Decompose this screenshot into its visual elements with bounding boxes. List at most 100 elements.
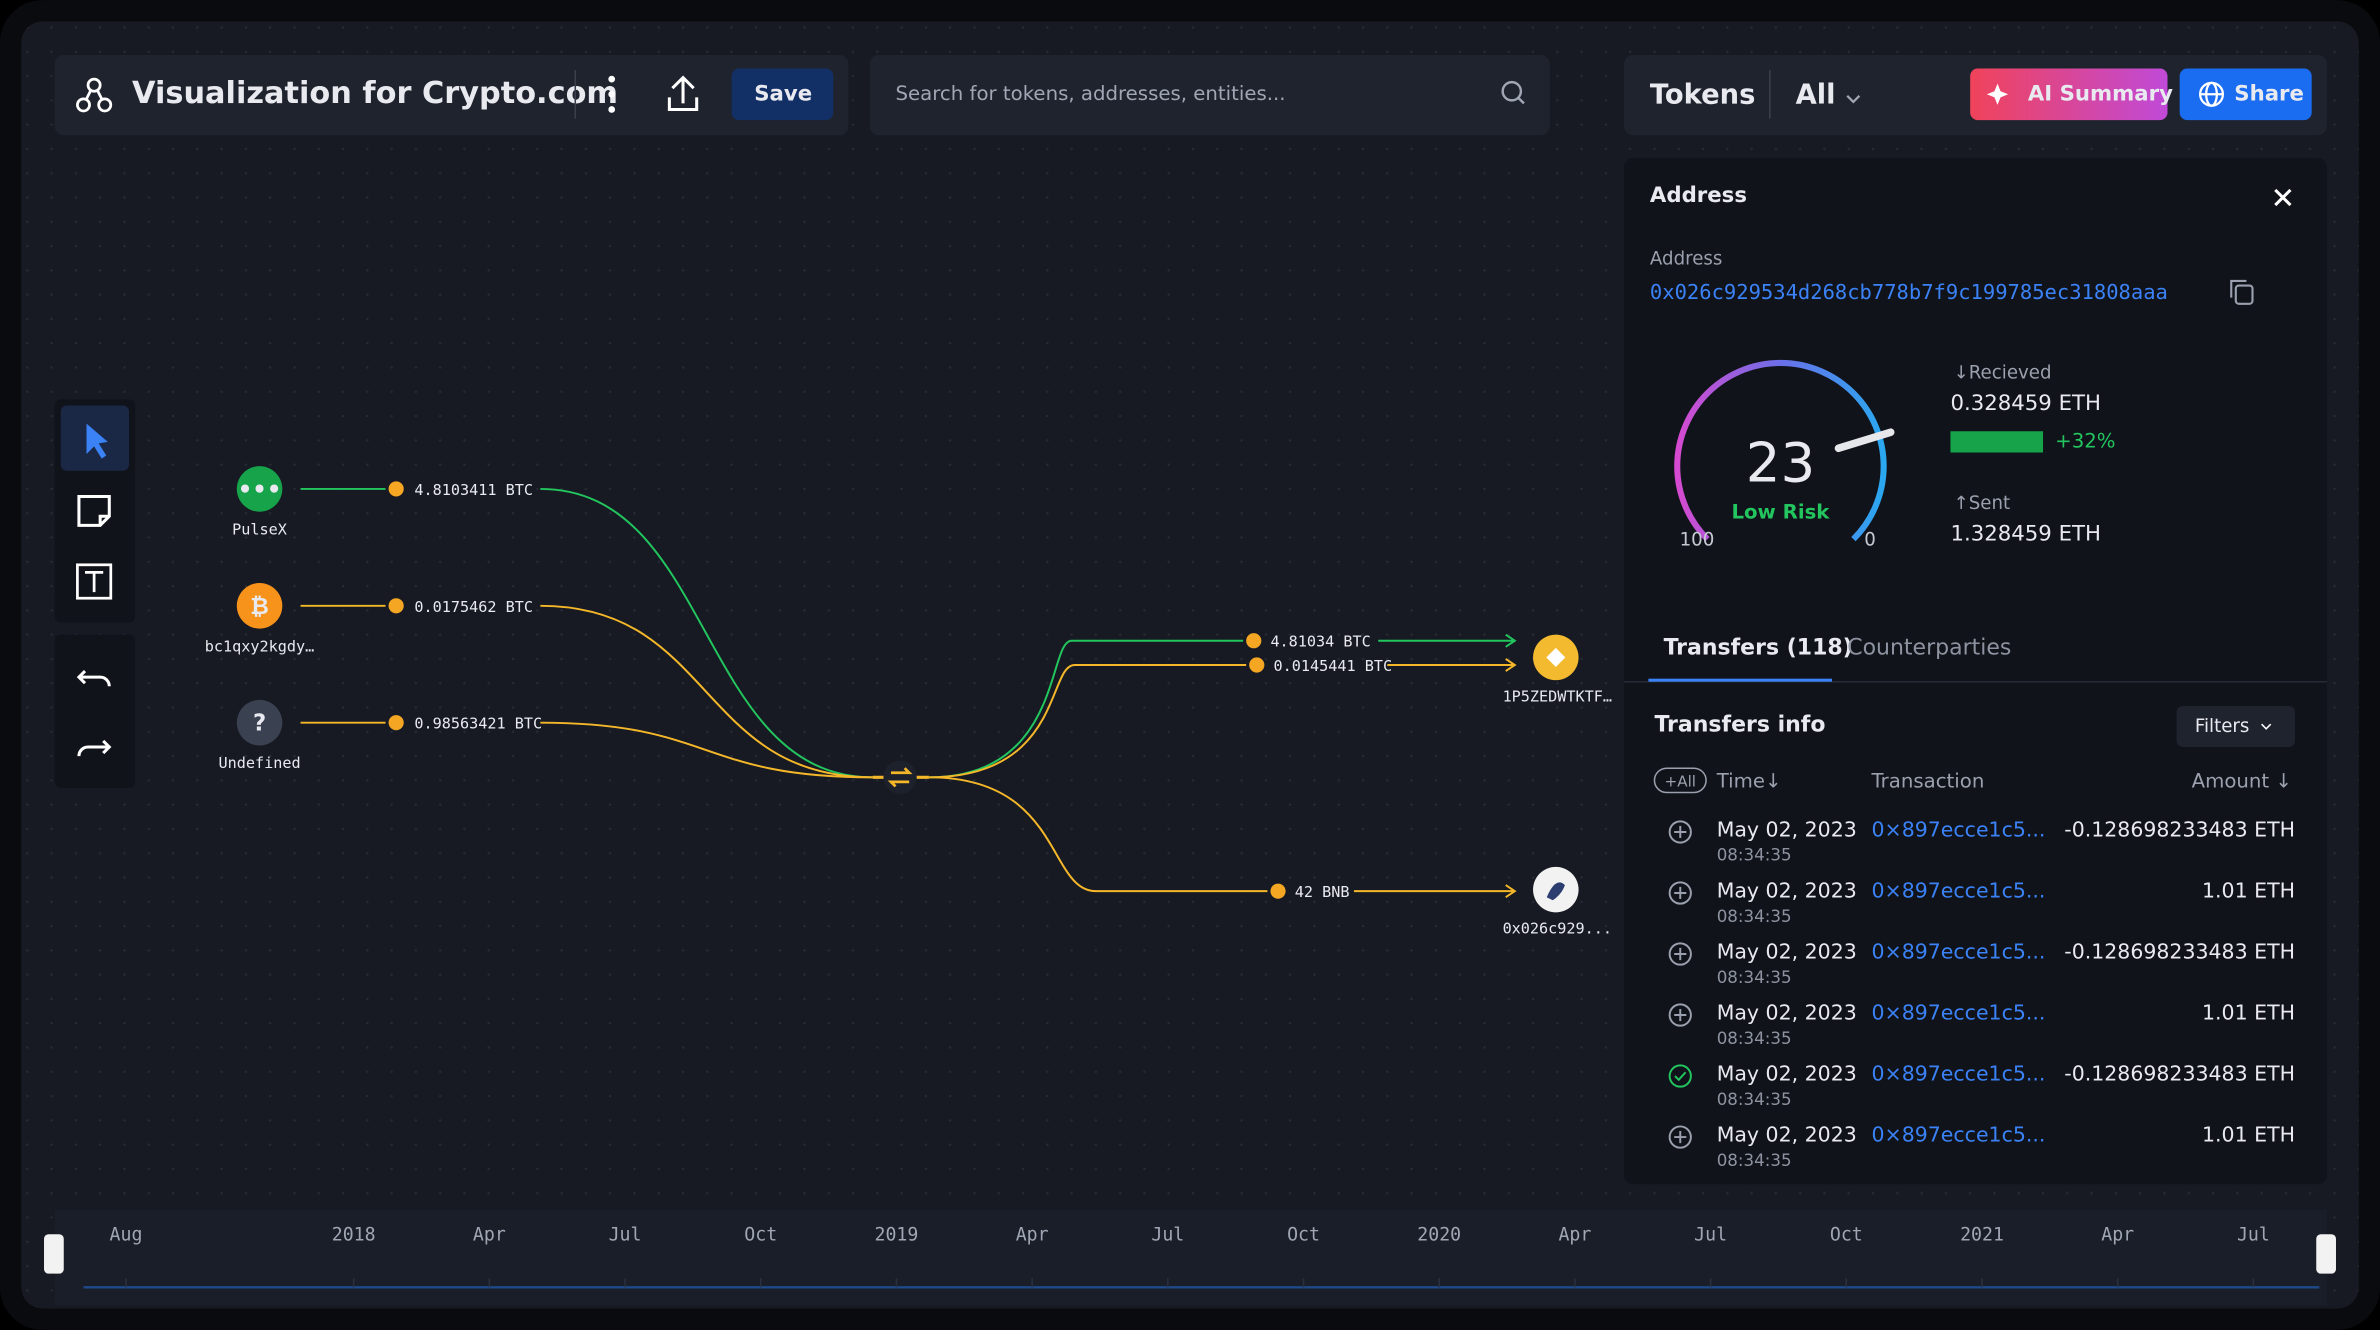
gauge-arc xyxy=(1674,359,1887,542)
row-status[interactable] xyxy=(1668,1125,1692,1149)
section-title: Transfers info xyxy=(1654,713,1825,738)
swap-icon xyxy=(887,767,913,788)
coin-icon xyxy=(1270,883,1286,899)
node-glyph: ••• xyxy=(238,477,282,503)
row-time: 08:34:35 xyxy=(1717,907,1792,926)
filters-button[interactable] xyxy=(2176,705,2295,747)
address-panel xyxy=(1624,158,2327,1185)
node-glyph xyxy=(1544,645,1568,670)
row-time: 08:34:35 xyxy=(1717,1151,1792,1170)
gauge-max: 0 xyxy=(1864,530,1876,551)
row-transaction[interactable]: 0×897ecce1c5... xyxy=(1872,878,2046,902)
node-label: PulseX xyxy=(232,520,287,538)
source-node[interactable] xyxy=(236,466,283,512)
menu-button[interactable] xyxy=(608,75,616,113)
history-bar xyxy=(54,634,136,788)
row-amount: 1.01 ETH xyxy=(2202,878,2295,902)
edge-amount: 0.0175462 BTC xyxy=(414,598,533,616)
row-status[interactable] xyxy=(1668,942,1692,966)
text-tool[interactable] xyxy=(76,563,113,600)
share-label: Share xyxy=(2234,81,2304,106)
sparkle-icon xyxy=(1986,83,2009,105)
hub-node[interactable] xyxy=(883,760,917,795)
edge xyxy=(300,604,873,779)
chevron xyxy=(2261,723,2272,730)
column-header: +All xyxy=(1665,772,1697,790)
all-pill[interactable] xyxy=(1653,767,1707,794)
edge-amount: 0.0145441 BTC xyxy=(1273,657,1392,675)
tab[interactable]: Counterparties xyxy=(1847,635,2011,660)
export-button[interactable] xyxy=(667,75,699,111)
coin-icon xyxy=(1249,657,1265,673)
timeline-label: Apr xyxy=(1016,1225,1049,1246)
column-header[interactable]: Amount ↓ xyxy=(2192,769,2292,792)
node-glyph: ? xyxy=(253,711,266,737)
node-label: 1P5ZEDWTKTF… xyxy=(1503,687,1612,705)
row-status-icon xyxy=(1674,1008,1687,1022)
row-status-icon xyxy=(1674,1130,1687,1144)
row-status[interactable] xyxy=(1668,1003,1692,1027)
timeline-handle[interactable] xyxy=(44,1234,64,1274)
row-amount: 1.01 ETH xyxy=(2202,1123,2295,1147)
timeline-handle[interactable] xyxy=(2316,1234,2336,1274)
row-transaction[interactable]: 0×897ecce1c5... xyxy=(1872,817,2046,841)
row-transaction[interactable]: 0×897ecce1c5... xyxy=(1872,1000,2046,1024)
received-change: +32% xyxy=(2055,429,2115,452)
timeline-label: Oct xyxy=(1830,1225,1863,1246)
save-button[interactable] xyxy=(731,68,834,121)
undo-button[interactable] xyxy=(76,669,111,687)
node-label: Undefined xyxy=(218,754,300,772)
row-status[interactable] xyxy=(1668,1064,1692,1088)
edge xyxy=(928,658,1517,779)
globe-icon xyxy=(2198,81,2225,107)
row-transaction[interactable]: 0×897ecce1c5... xyxy=(1872,939,2046,963)
row-date: May 02, 2023 xyxy=(1717,1000,1857,1024)
address-value[interactable]: 0x026c929534d268cb778b7f9c199785ec31808a… xyxy=(1650,280,2168,304)
row-date: May 02, 2023 xyxy=(1717,1062,1857,1086)
note-tool[interactable] xyxy=(77,495,111,527)
row-status[interactable] xyxy=(1668,881,1692,905)
edge xyxy=(300,487,873,779)
source-node[interactable] xyxy=(236,583,283,629)
timeline-label: 2020 xyxy=(1417,1225,1461,1246)
copy-icon[interactable] xyxy=(2230,279,2254,305)
edge-amount: 4.8103411 BTC xyxy=(414,481,533,499)
change-bar xyxy=(1950,431,2044,453)
coin-icon xyxy=(388,598,404,614)
close-button[interactable] xyxy=(2274,188,2292,207)
timeline-label: Apr xyxy=(2101,1225,2134,1246)
share-button[interactable] xyxy=(2179,68,2312,121)
timeline-label: Apr xyxy=(473,1225,506,1246)
ai-summary-button[interactable] xyxy=(1970,68,2168,121)
timeline-label: Apr xyxy=(1558,1225,1591,1246)
row-transaction[interactable]: 0×897ecce1c5... xyxy=(1872,1062,2046,1086)
row-transaction[interactable]: 0×897ecce1c5... xyxy=(1872,1123,2046,1147)
received-value: 0.328459 ETH xyxy=(1950,391,2101,416)
redo-button[interactable] xyxy=(77,739,112,757)
edge-amount: 4.81034 BTC xyxy=(1270,633,1370,651)
row-status[interactable] xyxy=(1668,820,1692,844)
row-status-icon xyxy=(1674,1071,1687,1082)
row-amount: -0.128698233483 ETH xyxy=(2064,817,2295,841)
tokens-label: Tokens xyxy=(1650,79,1755,110)
search-placeholder: Search for tokens, addresses, entities..… xyxy=(896,82,1286,105)
chevron xyxy=(1846,94,1861,104)
save-label: Save xyxy=(754,81,812,106)
received-label: ↓Recieved xyxy=(1953,363,2051,384)
edge-amount: 42 BNB xyxy=(1295,883,1350,901)
column-header[interactable]: Time↓ xyxy=(1716,769,1782,792)
row-amount: -0.128698233483 ETH xyxy=(2064,939,2295,963)
source-node[interactable] xyxy=(236,699,283,746)
row-status-icon xyxy=(1674,825,1687,839)
ai-summary-label: AI Summary xyxy=(2028,81,2173,106)
timeline-label: Oct xyxy=(1287,1225,1320,1246)
edge xyxy=(300,721,873,779)
tab[interactable]: Transfers (118) xyxy=(1664,635,1853,660)
title: Visualization for Crypto.com xyxy=(132,76,618,111)
panel-title: Address xyxy=(1650,183,1747,208)
sent-label: ↑Sent xyxy=(1953,493,2010,514)
search-box[interactable] xyxy=(869,54,1550,136)
token-filter[interactable]: All xyxy=(1796,79,1836,110)
timeline-label: 2018 xyxy=(332,1225,376,1246)
